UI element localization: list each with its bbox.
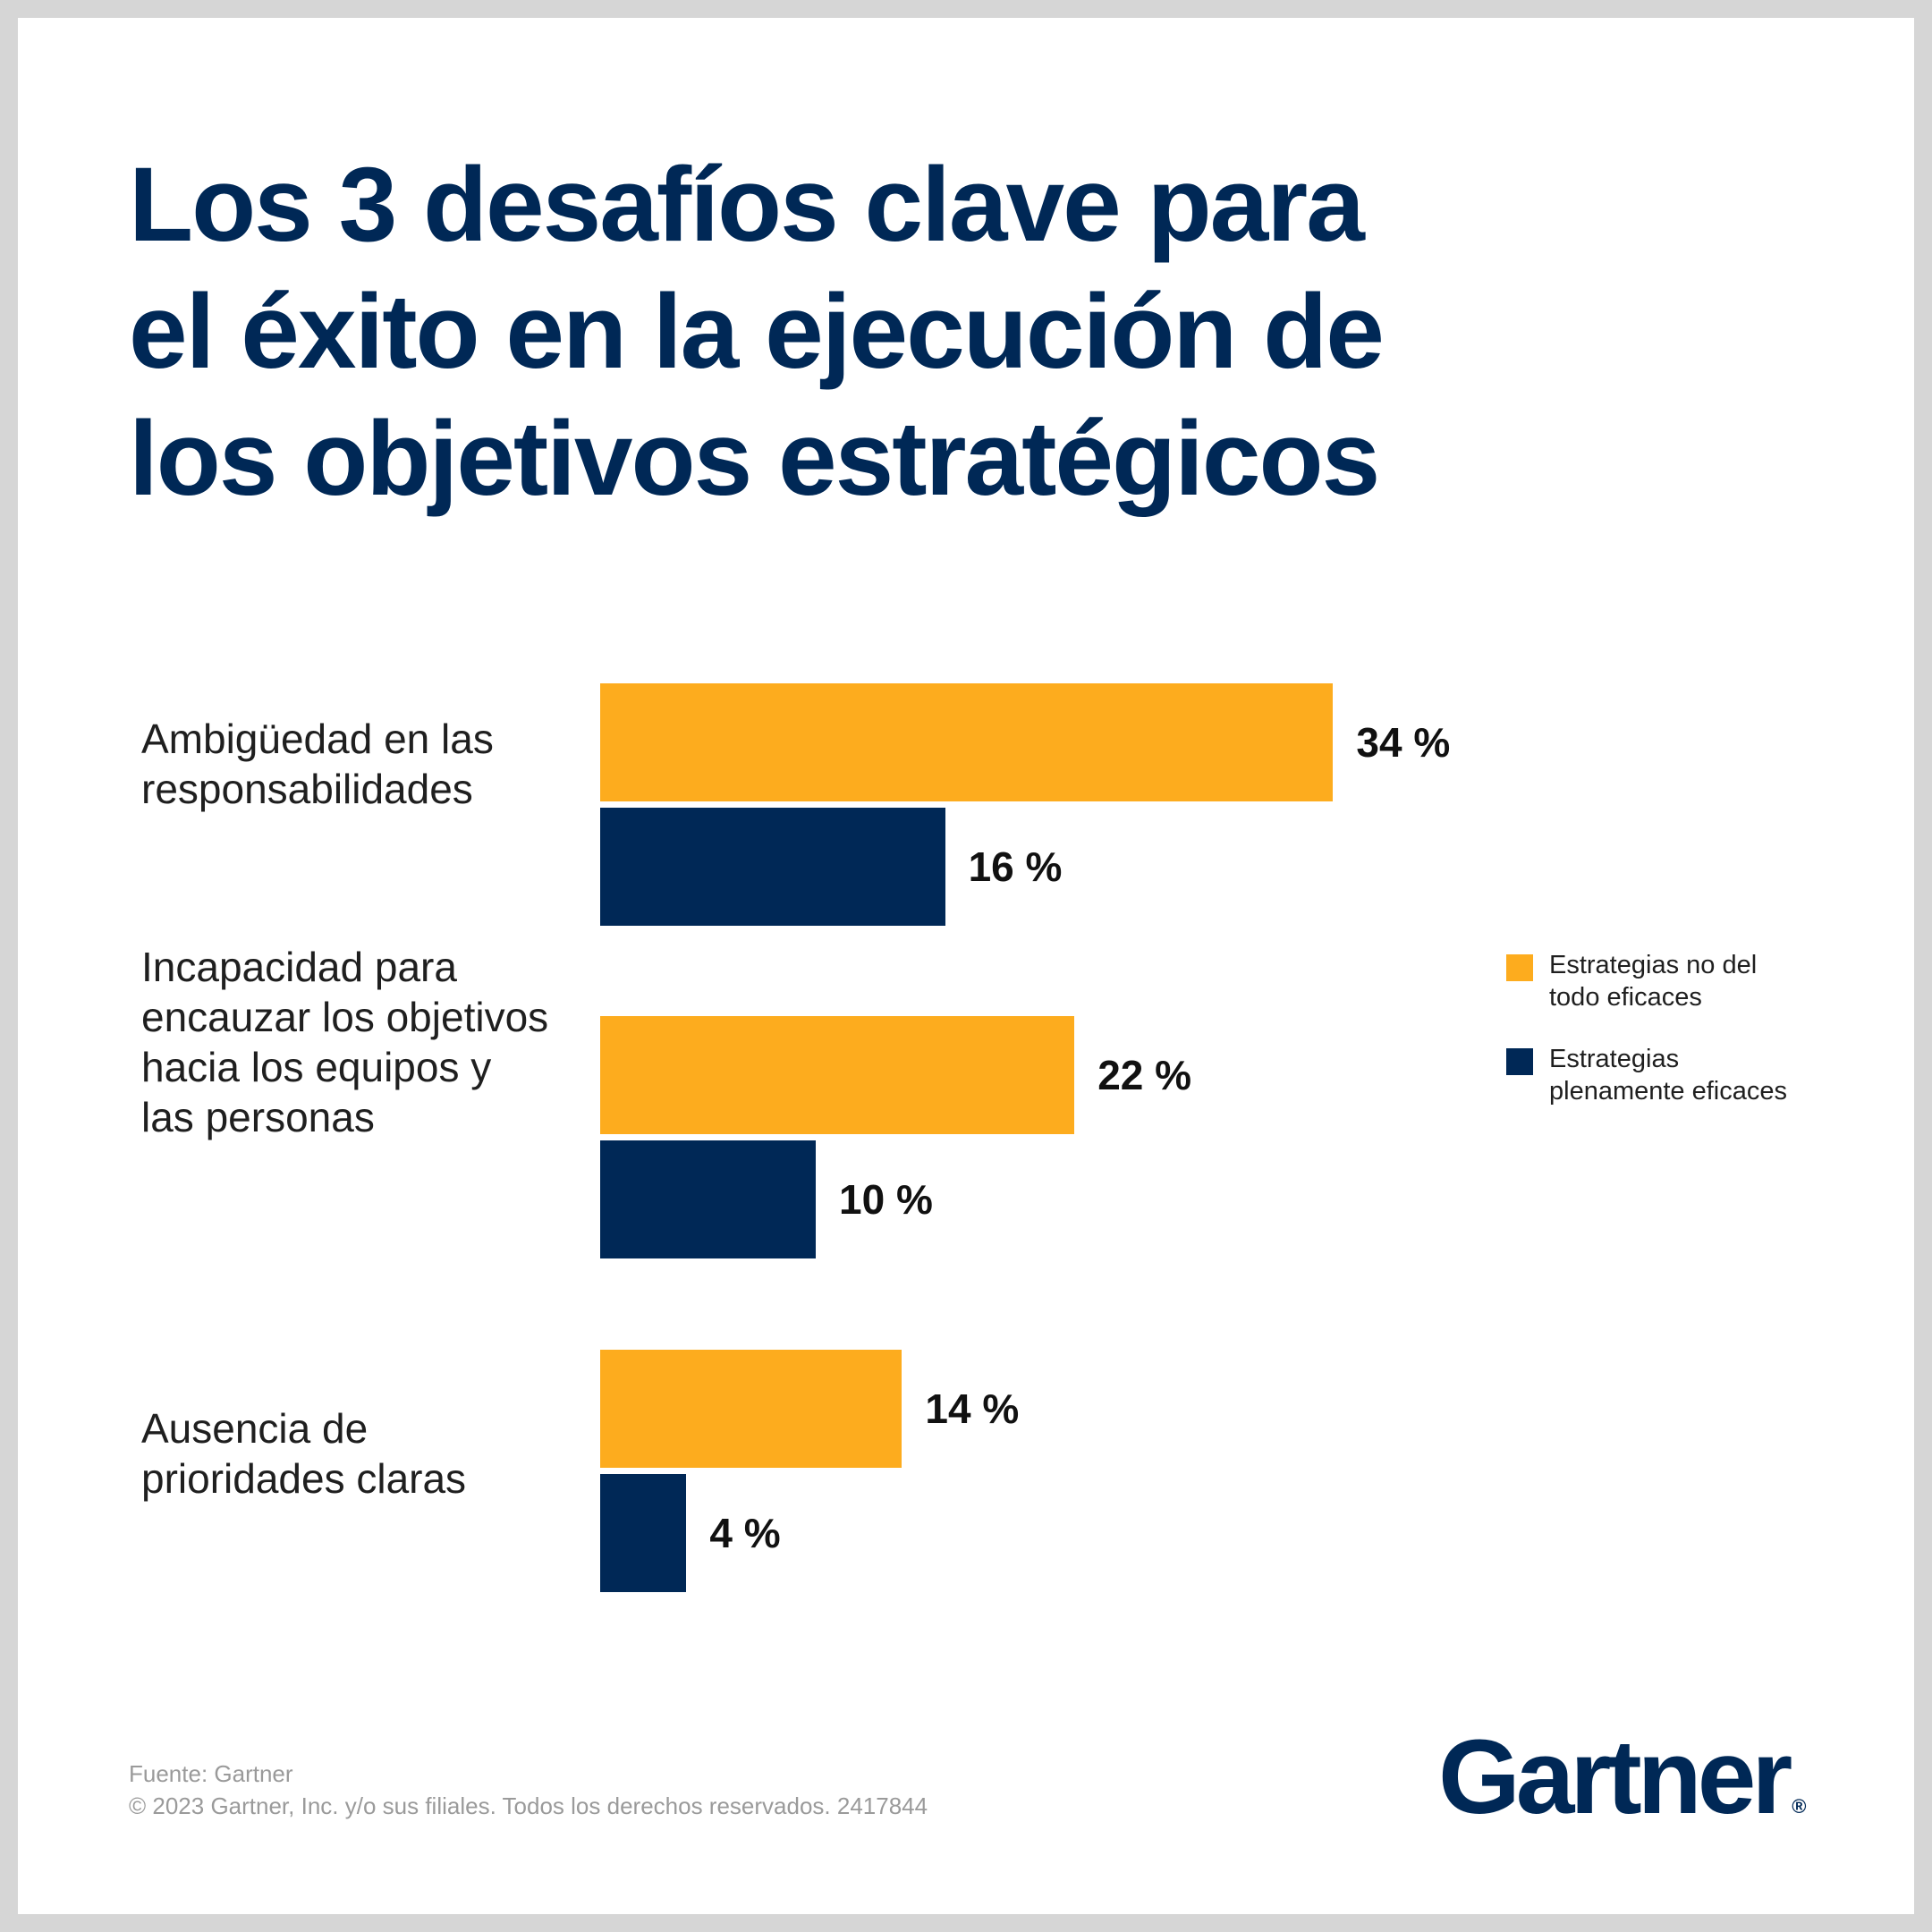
bar-plenamente-eficaces [600, 1140, 816, 1258]
legend-label: Estrategias no del todo eficaces [1549, 949, 1853, 1013]
registered-mark: ® [1792, 1795, 1807, 1818]
category-label-line: responsabilidades [141, 766, 473, 812]
legend-label: Estrategias plenamente eficaces [1549, 1043, 1853, 1107]
infographic-card: Los 3 desafíos clave para el éxito en la… [18, 18, 1914, 1914]
legend-swatch-orange [1506, 954, 1533, 981]
category-label-line: Ausencia de [141, 1405, 369, 1452]
bar-no-eficaces [600, 1350, 902, 1468]
category-label-line: prioridades claras [141, 1455, 467, 1502]
bar-plenamente-eficaces [600, 808, 945, 926]
title-line: el éxito en la ejecución de [129, 273, 1385, 391]
data-label: 10 % [839, 1176, 933, 1223]
legend-label-line: Estrategias no del [1549, 951, 1758, 979]
category-label: Ausencia de prioridades claras [141, 1403, 606, 1504]
legend-swatch-navy [1506, 1048, 1533, 1075]
data-label: 14 % [925, 1385, 1020, 1432]
chart-title: Los 3 desafíos clave para el éxito en la… [129, 141, 1649, 522]
bar-no-eficaces [600, 683, 1334, 801]
gartner-logo: Gartner ® [1438, 1719, 1806, 1865]
title-line: los objetivos estratégicos [129, 400, 1380, 518]
category-label-line: Incapacidad para [141, 944, 457, 990]
category-label-line: hacia los equipos y [141, 1044, 492, 1090]
legend-label-line: todo eficaces [1549, 983, 1702, 1012]
data-label: 4 % [709, 1510, 781, 1556]
category-label-line: Ambigüedad en las [141, 716, 494, 762]
legend-label-line: plenamente eficaces [1549, 1077, 1787, 1106]
category-label: Ambigüedad en las responsabilidades [141, 714, 606, 814]
legend-label-line: Estrategias [1549, 1045, 1680, 1073]
title-line: Los 3 desafíos clave para [129, 146, 1365, 264]
category-label-line: las personas [141, 1094, 375, 1140]
source-note: Fuente: Gartner [129, 1760, 293, 1787]
category-label: Incapacidad para encauzar los objetivos ha… [141, 942, 606, 1142]
copyright-note: © 2023 Gartner, Inc. y/o sus filiales. T… [129, 1792, 928, 1819]
logo-text: Gartner [1438, 1718, 1792, 1836]
bar-no-eficaces [600, 1016, 1075, 1134]
category-label-line: encauzar los objetivos [141, 994, 549, 1040]
data-label: 16 % [968, 843, 1063, 890]
data-label: 34 % [1356, 719, 1451, 766]
data-label: 22 % [1097, 1052, 1192, 1098]
bar-plenamente-eficaces [600, 1474, 687, 1592]
